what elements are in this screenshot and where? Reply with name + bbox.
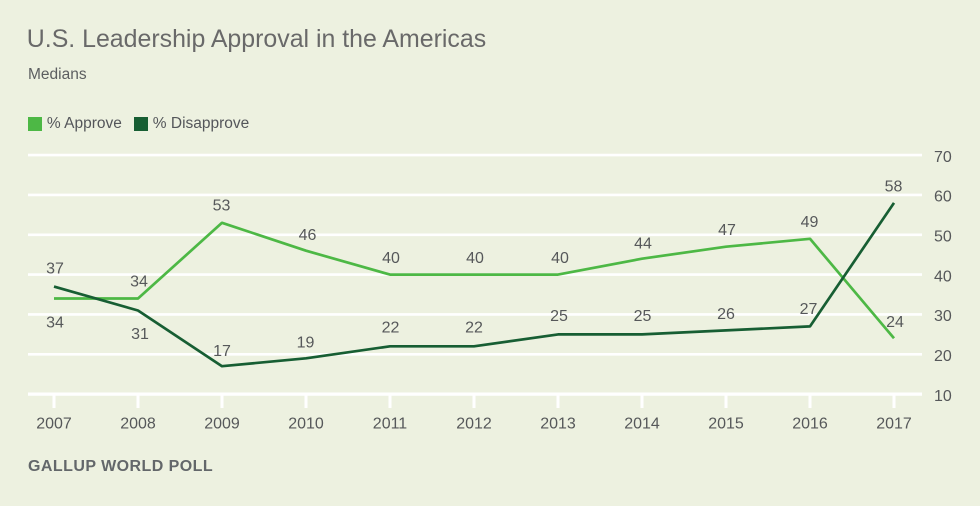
svg-text:2008: 2008 xyxy=(120,416,156,433)
svg-text:2007: 2007 xyxy=(36,416,72,433)
svg-text:19: 19 xyxy=(297,335,315,352)
svg-text:2012: 2012 xyxy=(456,416,492,433)
svg-text:70: 70 xyxy=(934,149,952,166)
svg-text:47: 47 xyxy=(718,222,736,239)
svg-text:40: 40 xyxy=(466,250,484,267)
svg-text:27: 27 xyxy=(800,301,818,318)
svg-text:17: 17 xyxy=(213,343,231,360)
svg-text:53: 53 xyxy=(213,198,231,215)
svg-text:25: 25 xyxy=(550,308,568,325)
svg-text:20: 20 xyxy=(934,348,952,365)
svg-text:2011: 2011 xyxy=(373,416,408,433)
svg-text:25: 25 xyxy=(634,308,652,325)
svg-text:2016: 2016 xyxy=(792,416,828,433)
svg-text:24: 24 xyxy=(886,314,904,331)
svg-text:2015: 2015 xyxy=(708,416,744,433)
svg-text:2010: 2010 xyxy=(288,416,324,433)
svg-text:34: 34 xyxy=(46,315,64,332)
svg-text:60: 60 xyxy=(934,189,952,206)
svg-text:10: 10 xyxy=(934,388,952,405)
svg-text:2014: 2014 xyxy=(624,416,660,433)
svg-text:40: 40 xyxy=(551,250,569,267)
svg-text:50: 50 xyxy=(934,229,952,246)
svg-text:49: 49 xyxy=(801,214,819,231)
svg-text:44: 44 xyxy=(634,236,652,253)
svg-text:31: 31 xyxy=(131,326,149,343)
svg-text:34: 34 xyxy=(130,273,148,290)
svg-text:30: 30 xyxy=(934,308,952,325)
svg-text:22: 22 xyxy=(382,320,400,337)
svg-text:2017: 2017 xyxy=(876,416,912,433)
svg-text:58: 58 xyxy=(885,179,903,196)
svg-text:40: 40 xyxy=(382,250,400,267)
svg-text:26: 26 xyxy=(717,306,735,323)
svg-text:2013: 2013 xyxy=(540,416,576,433)
svg-text:46: 46 xyxy=(299,227,317,244)
svg-text:2009: 2009 xyxy=(204,416,240,433)
svg-text:37: 37 xyxy=(46,261,64,278)
svg-text:22: 22 xyxy=(465,320,483,337)
svg-text:40: 40 xyxy=(934,268,952,285)
